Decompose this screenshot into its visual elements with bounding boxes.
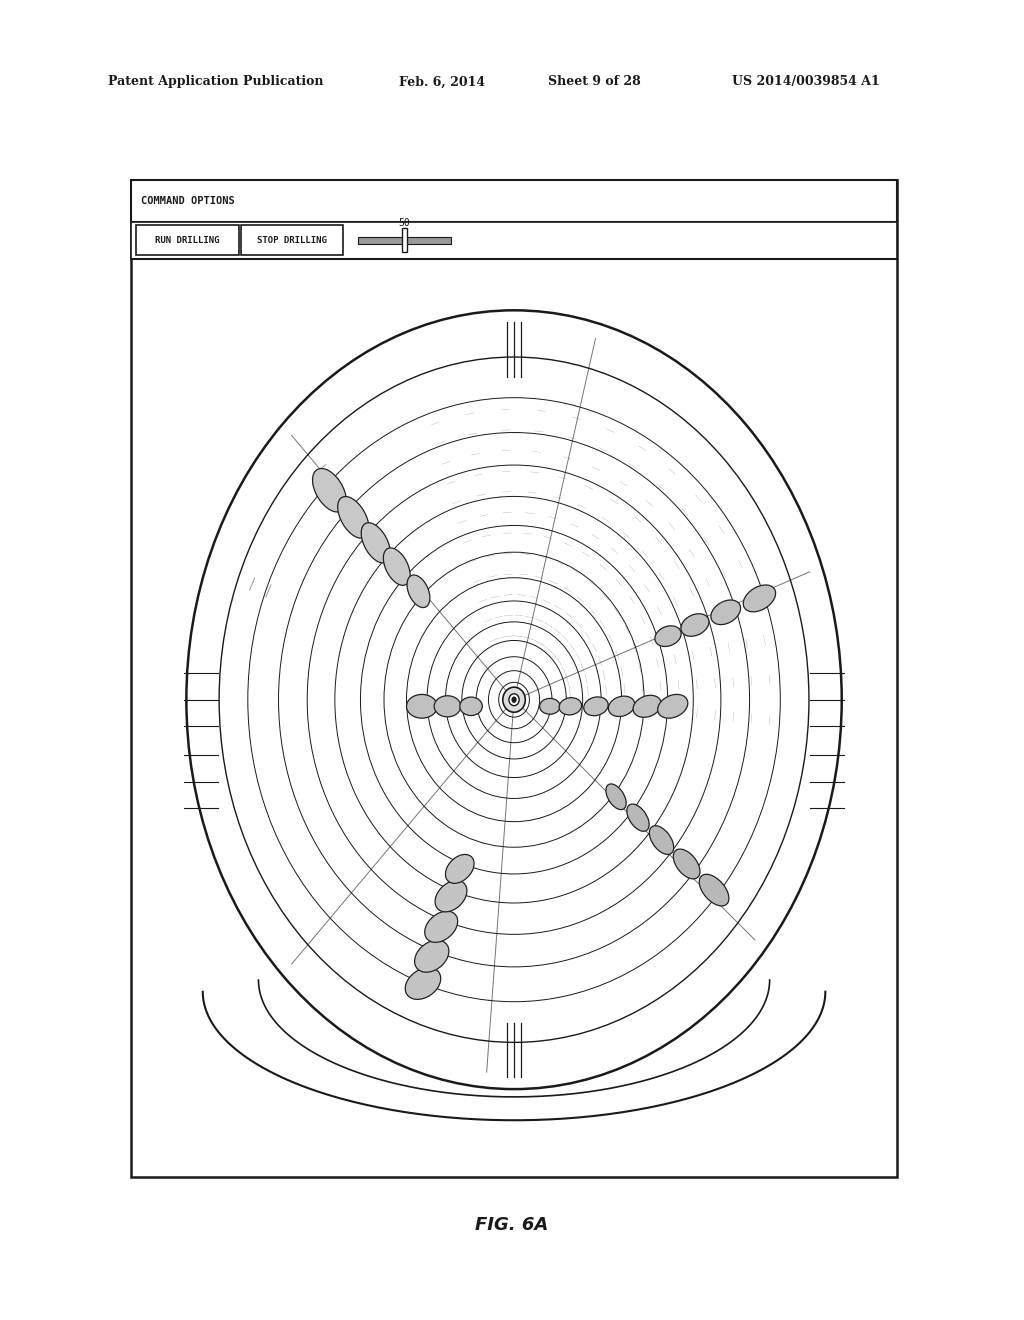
Bar — [241, 226, 343, 255]
Ellipse shape — [674, 849, 700, 879]
Ellipse shape — [186, 310, 842, 1089]
Text: Feb. 6, 2014: Feb. 6, 2014 — [399, 75, 485, 88]
Ellipse shape — [338, 496, 369, 539]
Ellipse shape — [383, 548, 411, 585]
Bar — [131, 222, 897, 259]
Text: STOP DRILLING: STOP DRILLING — [257, 236, 327, 244]
Ellipse shape — [415, 940, 449, 973]
Bar — [358, 238, 451, 243]
Ellipse shape — [743, 585, 775, 611]
Bar — [131, 180, 897, 222]
Ellipse shape — [633, 696, 662, 717]
Ellipse shape — [425, 911, 458, 942]
Ellipse shape — [711, 601, 740, 624]
Ellipse shape — [406, 968, 440, 999]
Ellipse shape — [361, 523, 390, 562]
Text: RUN DRILLING: RUN DRILLING — [156, 236, 219, 244]
Ellipse shape — [655, 626, 681, 647]
Ellipse shape — [407, 576, 430, 607]
Text: Patent Application Publication: Patent Application Publication — [108, 75, 323, 88]
Ellipse shape — [512, 697, 516, 702]
Text: 50: 50 — [398, 218, 411, 228]
Ellipse shape — [407, 694, 437, 718]
Ellipse shape — [540, 698, 560, 714]
Ellipse shape — [681, 614, 709, 636]
Ellipse shape — [559, 698, 582, 715]
Text: COMMAND OPTIONS: COMMAND OPTIONS — [141, 195, 236, 206]
Bar — [401, 228, 408, 252]
Ellipse shape — [657, 694, 688, 718]
Ellipse shape — [460, 697, 482, 715]
Ellipse shape — [606, 784, 626, 809]
Ellipse shape — [608, 696, 635, 717]
Ellipse shape — [445, 854, 474, 883]
Ellipse shape — [435, 880, 467, 912]
Ellipse shape — [509, 694, 519, 706]
Bar — [136, 226, 239, 255]
Text: FIG. 6A: FIG. 6A — [475, 1216, 549, 1234]
Ellipse shape — [312, 469, 346, 512]
Ellipse shape — [649, 826, 674, 854]
Ellipse shape — [503, 688, 525, 713]
Ellipse shape — [699, 874, 729, 906]
Text: US 2014/0039854 A1: US 2014/0039854 A1 — [732, 75, 880, 88]
Text: Sheet 9 of 28: Sheet 9 of 28 — [548, 75, 641, 88]
Ellipse shape — [434, 696, 461, 717]
Ellipse shape — [584, 697, 608, 715]
Bar — [131, 180, 897, 1177]
Ellipse shape — [627, 804, 649, 832]
